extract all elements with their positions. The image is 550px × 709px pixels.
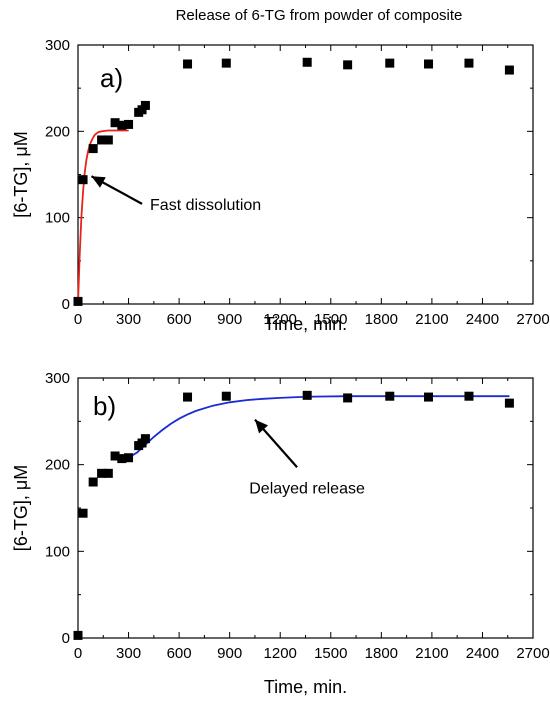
y-tick-label: 200 [45,123,70,140]
data-point [124,453,134,463]
annotation-text: Delayed release [249,480,365,497]
x-tick-label: 1200 [264,645,297,662]
data-point [464,391,474,401]
figure-title: Release of 6-TG from powder of composite [176,7,463,24]
data-point [221,58,231,68]
annotation-arrowhead [91,176,106,188]
panel-b: 0 300 600 900 1200 1500 1800 2100 2400 2700 0 100 20… [11,370,550,697]
data-point [343,393,353,403]
x-tick-label: 2100 [415,645,448,662]
data-point [78,175,88,185]
data-point [124,119,134,129]
data-point [140,434,150,444]
data-point [140,100,150,110]
plot-frame [77,377,534,639]
x-tick-label: 1500 [314,645,347,662]
x-tick-label: 600 [167,311,192,328]
fit-curve [128,395,510,459]
data-point [73,630,83,640]
data-point [504,65,514,75]
panel-label: b) [93,391,116,421]
y-axis-title: [6-TG], μM [11,131,31,217]
annotation-arrowhead [254,419,269,434]
x-tick-label: 1500 [314,311,347,328]
data-point [78,508,88,518]
x-tick-label: 1800 [365,645,398,662]
data-point [110,118,120,128]
data-point [88,477,98,487]
data-point [88,144,98,154]
x-tick-label: 0 [74,311,82,328]
data-point [117,120,127,130]
data-point [97,468,107,478]
data-point [385,58,395,68]
data-point [302,57,312,67]
data-point [464,58,474,68]
data-point [183,392,193,402]
x-tick-label: 1800 [365,311,398,328]
x-tick-label: 2700 [516,645,549,662]
x-tick-label: 300 [116,311,141,328]
x-tick-label: 2700 [516,311,549,328]
fit-curve [77,129,129,305]
x-axis-title: Time, min. [264,677,347,697]
y-tick-label: 300 [45,370,70,387]
x-tick-label: 2400 [466,645,499,662]
data-point [424,392,434,402]
plot-frame [77,44,534,305]
x-tick-label: 300 [116,645,141,662]
x-tick-label: 900 [217,311,242,328]
x-tick-label: 600 [167,645,192,662]
data-point [110,451,120,461]
data-point [424,59,434,69]
y-tick-label: 100 [45,543,70,560]
data-point [103,135,113,145]
y-tick-label: 200 [45,457,70,474]
y-tick-label: 100 [45,210,70,227]
data-point [183,59,193,69]
data-point [117,454,127,464]
data-point [103,468,113,478]
x-tick-label: 2100 [415,311,448,328]
x-axis-title: Time, min. [264,314,347,334]
data-point [343,60,353,70]
annotation-text: Fast dissolution [150,197,261,214]
data-point [97,135,107,145]
y-tick-label: 0 [62,296,70,313]
x-tick-label: 2400 [466,311,499,328]
y-tick-label: 300 [45,37,70,54]
data-point [504,398,514,408]
data-point [385,391,395,401]
data-point [73,296,83,306]
x-tick-label: 900 [217,645,242,662]
panel-a: 0 300 600 900 1200 1500 1800 2100 2400 2700 0 100 20… [11,37,550,334]
x-tick-label: 1200 [264,311,297,328]
y-axis-title: [6-TG], μM [11,465,31,551]
data-point [302,390,312,400]
y-tick-label: 0 [62,630,70,647]
data-point [221,391,231,401]
panel-label: a) [100,63,123,93]
x-tick-label: 0 [74,645,82,662]
